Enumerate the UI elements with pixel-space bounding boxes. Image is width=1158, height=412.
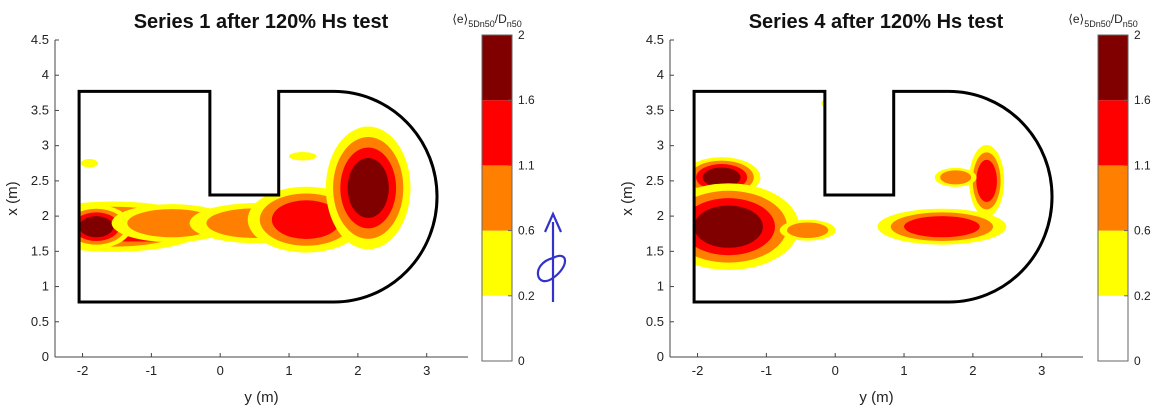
y-tick-label: 2.5: [646, 173, 664, 188]
colorbar-segment: [482, 230, 512, 296]
damage-zone: [80, 159, 99, 168]
y-tick-label: 2: [42, 208, 49, 223]
chart-series-1: Series 1 after 120% Hs test -2 -1 0 1 2 3 0 0.5 1…: [4, 11, 535, 406]
x-tick-label: 1: [285, 363, 292, 378]
colorbar-tick-label: 2: [518, 28, 525, 42]
damage-zone: [976, 159, 997, 203]
x-axis-label: y (m): [859, 389, 893, 406]
y-tick-label: 2: [657, 208, 664, 223]
y-tick-label: 4.5: [646, 32, 664, 47]
colorbar-segment: [1098, 165, 1128, 231]
x-tick-label: -1: [761, 363, 773, 378]
damage-zone: [289, 152, 317, 161]
y-tick-label: 1.5: [31, 243, 49, 258]
damage-zone: [787, 222, 829, 238]
colorbar-segment: [482, 35, 512, 101]
x-tick-label: 0: [217, 363, 224, 378]
y-tick-label: 3.5: [646, 102, 664, 117]
y-tick-label: 1.5: [646, 243, 664, 258]
damage-zone: [940, 170, 972, 185]
y-tick-label: 0: [657, 349, 664, 364]
x-tick-label: -2: [692, 363, 704, 378]
y-tick-label: 3: [657, 138, 664, 153]
chart-title: Series 1 after 120% Hs test: [134, 11, 389, 33]
y-tick-label: 0.5: [646, 314, 664, 329]
damage-zone: [271, 200, 341, 240]
damage-zones: [79, 126, 411, 253]
chart-title: Series 4 after 120% Hs test: [749, 11, 1004, 33]
x-tick-label: 3: [1038, 363, 1045, 378]
colorbar-tick-label: 1.1: [518, 158, 535, 172]
y-tick-label: 1: [657, 279, 664, 294]
colorbar-tick-label: 0.6: [1134, 224, 1151, 238]
colorbar-segment: [1098, 100, 1128, 166]
y-tick-label: 3: [42, 138, 49, 153]
y-tick-label: 4: [657, 67, 664, 82]
y-axis-label: x (m): [619, 181, 636, 215]
y-tick-label: 0.5: [31, 314, 49, 329]
colorbar-tick-label: 0.6: [518, 224, 535, 238]
y-axis-label: x (m): [4, 181, 21, 215]
y-tick-label: 4.5: [31, 32, 49, 47]
colorbar-tick-label: 0.2: [1134, 289, 1151, 303]
y-tick-label: 4: [42, 67, 49, 82]
colorbar-tick-label: 2: [1134, 28, 1141, 42]
colorbar-tick-label: 0: [518, 354, 525, 368]
colorbar-tick-label: 0: [1134, 354, 1141, 368]
colorbar-segment: [1098, 230, 1128, 296]
damage-zone: [347, 157, 389, 218]
y-tick-label: 2.5: [31, 173, 49, 188]
wave-direction-arrow-icon: [536, 211, 567, 302]
x-tick-label: 0: [832, 363, 839, 378]
colorbar-segment: [1098, 35, 1128, 101]
x-axis-label: y (m): [244, 389, 278, 406]
chart-series-4: Series 4 after 120% Hs test -2 -1 0 1 2 3 0 0.5 1…: [619, 11, 1151, 406]
colorbar-tick-label: 1.6: [518, 93, 535, 107]
damage-zone: [904, 216, 980, 238]
colorbar-segment: [1098, 295, 1128, 361]
x-tick-label: -1: [146, 363, 158, 378]
colorbar-title: ⟨e⟩5Dn50/Dn50: [452, 12, 522, 29]
colorbar-tick-label: 0.2: [518, 289, 535, 303]
x-tick-label: 3: [423, 363, 430, 378]
x-tick-label: 2: [354, 363, 361, 378]
colorbar-segment: [482, 295, 512, 361]
x-tick-label: -2: [77, 363, 89, 378]
basin-outline: [77, 89, 439, 304]
colorbar-frame: [1097, 34, 1129, 362]
y-tick-label: 3.5: [31, 102, 49, 117]
colorbar-tick-label: 1.1: [1134, 158, 1151, 172]
colorbar-segment: [482, 100, 512, 166]
colorbar-segment: [482, 165, 512, 231]
x-tick-label: 1: [900, 363, 907, 378]
damage-zone: [79, 216, 114, 238]
colorbar-title: ⟨e⟩5Dn50/Dn50: [1068, 12, 1138, 29]
damage-zones: [694, 99, 1007, 271]
y-tick-label: 0: [42, 349, 49, 364]
colorbar-frame: [481, 34, 513, 362]
colorbar-tick-label: 1.6: [1134, 93, 1151, 107]
damage-zone: [702, 167, 741, 188]
y-tick-label: 1: [42, 279, 49, 294]
damage-zone: [694, 205, 763, 248]
x-tick-label: 2: [969, 363, 976, 378]
basin-outline: [692, 89, 1054, 304]
